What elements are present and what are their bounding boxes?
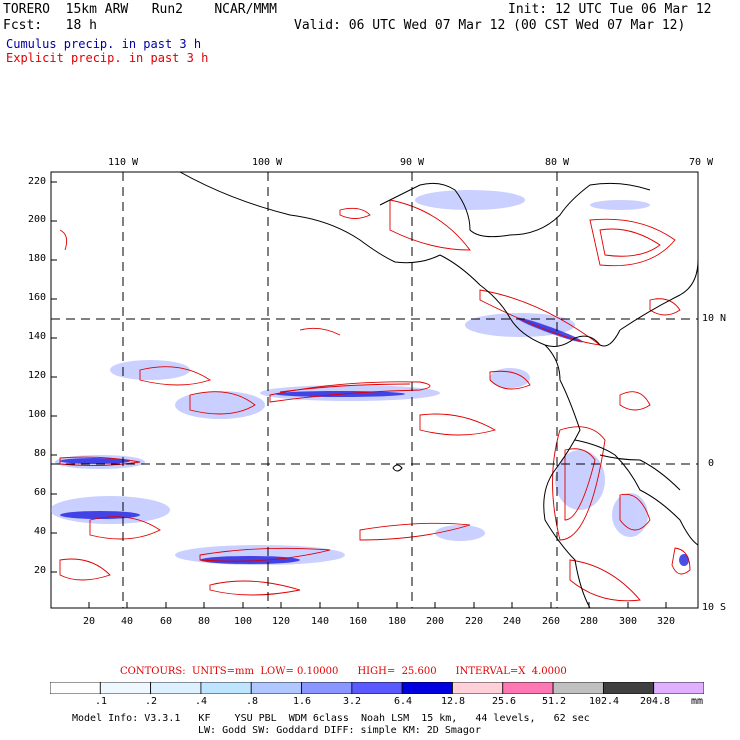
lon-label: 70 W	[688, 157, 714, 168]
x-tick-label: 260	[541, 616, 561, 627]
y-tick-label: 220	[27, 176, 46, 187]
x-tick-label: 100	[233, 616, 253, 627]
x-tick-label: 140	[310, 616, 330, 627]
colorbar-segment	[452, 682, 504, 694]
y-tick-label: 60	[33, 487, 46, 498]
colorbar-label: 25.6	[491, 696, 517, 707]
x-tick-label: 20	[82, 616, 96, 627]
explicit-legend: Explicit precip. in past 3 h	[6, 51, 209, 65]
colorbar-label: 6.4	[393, 696, 413, 707]
colorbar-segment	[351, 682, 403, 694]
y-tick-label: 160	[27, 292, 46, 303]
colorbar-segment	[653, 682, 704, 694]
precip-fields	[51, 172, 698, 608]
y-tick-label: 40	[33, 526, 46, 537]
lon-label: 100 W	[251, 157, 283, 168]
colorbar-segment	[200, 682, 252, 694]
colorbar-segment	[99, 682, 152, 694]
axis-ticks	[51, 181, 667, 608]
colorbar-label: .1	[94, 696, 108, 707]
lat-lon-grid	[51, 172, 698, 608]
lon-label: 90 W	[399, 157, 425, 168]
valid-time: Valid: 06 UTC Wed 07 Mar 12 (00 CST Wed …	[294, 18, 686, 33]
x-tick-label: 80	[197, 616, 211, 627]
x-tick-label: 300	[618, 616, 638, 627]
colorbar-segment	[401, 682, 453, 694]
explicit-contours	[59, 199, 691, 602]
lon-label: 80 W	[544, 157, 570, 168]
colorbar-segment	[502, 682, 554, 694]
x-tick-label: 180	[387, 616, 407, 627]
y-tick-label: 120	[27, 370, 46, 381]
x-tick-label: 200	[425, 616, 445, 627]
lon-label: 110 W	[107, 157, 139, 168]
y-tick-label: 80	[33, 448, 46, 459]
colorbar-label: .8	[245, 696, 259, 707]
colorbar-label: 12.8	[440, 696, 466, 707]
x-tick-label: 120	[271, 616, 291, 627]
colorbar-label: 1.6	[292, 696, 312, 707]
x-tick-label: 320	[656, 616, 676, 627]
y-tick-label: 100	[27, 409, 46, 420]
colorbar-label: 102.4	[588, 696, 620, 707]
colorbar-label: 51.2	[541, 696, 567, 707]
cumulus-legend: Cumulus precip. in past 3 h	[6, 37, 202, 51]
model-info-line2: LW: Godd SW: Goddard DIFF: simple KM: 2D…	[198, 725, 481, 736]
model-info-line1: Model Info: V3.3.1 KF YSU PBL WDM 6class…	[72, 713, 590, 724]
colorbar-segment	[602, 682, 655, 694]
x-tick-label: 60	[159, 616, 173, 627]
colorbar-label: 3.2	[342, 696, 362, 707]
y-tick-label: 200	[27, 214, 46, 225]
colorbar-label: 204.8	[639, 696, 671, 707]
colorbar-label: .4	[194, 696, 208, 707]
y-tick-label: 20	[33, 565, 46, 576]
lat-label: 10 S	[702, 602, 727, 613]
x-tick-label: 280	[579, 616, 599, 627]
colorbar-label: .2	[144, 696, 158, 707]
model-title: TORERO 15km ARW Run2 NCAR/MMM	[3, 2, 277, 17]
colorbar-segment	[301, 682, 353, 694]
colorbar-unit: mm	[690, 696, 704, 707]
map-frame	[50, 171, 699, 609]
x-tick-label: 240	[502, 616, 522, 627]
color-bar	[50, 682, 704, 694]
init-time: Init: 12 UTC Tue 06 Mar 12	[508, 2, 712, 17]
colorbar-segment	[552, 682, 604, 694]
x-tick-label: 40	[120, 616, 134, 627]
contour-info: CONTOURS: UNITS=mm LOW= 0.10000 HIGH= 25…	[120, 666, 567, 677]
y-tick-label: 140	[27, 331, 46, 342]
lat-label: 10 N	[702, 313, 727, 324]
y-tick-label: 180	[27, 253, 46, 264]
x-tick-label: 220	[464, 616, 484, 627]
colorbar-segment	[150, 682, 202, 694]
x-tick-label: 160	[348, 616, 368, 627]
colorbar-segment	[50, 682, 101, 694]
coastlines	[179, 172, 698, 608]
lat-label: 0	[708, 458, 715, 469]
colorbar-segment	[250, 682, 302, 694]
forecast-hour: Fcst: 18 h	[3, 18, 97, 33]
